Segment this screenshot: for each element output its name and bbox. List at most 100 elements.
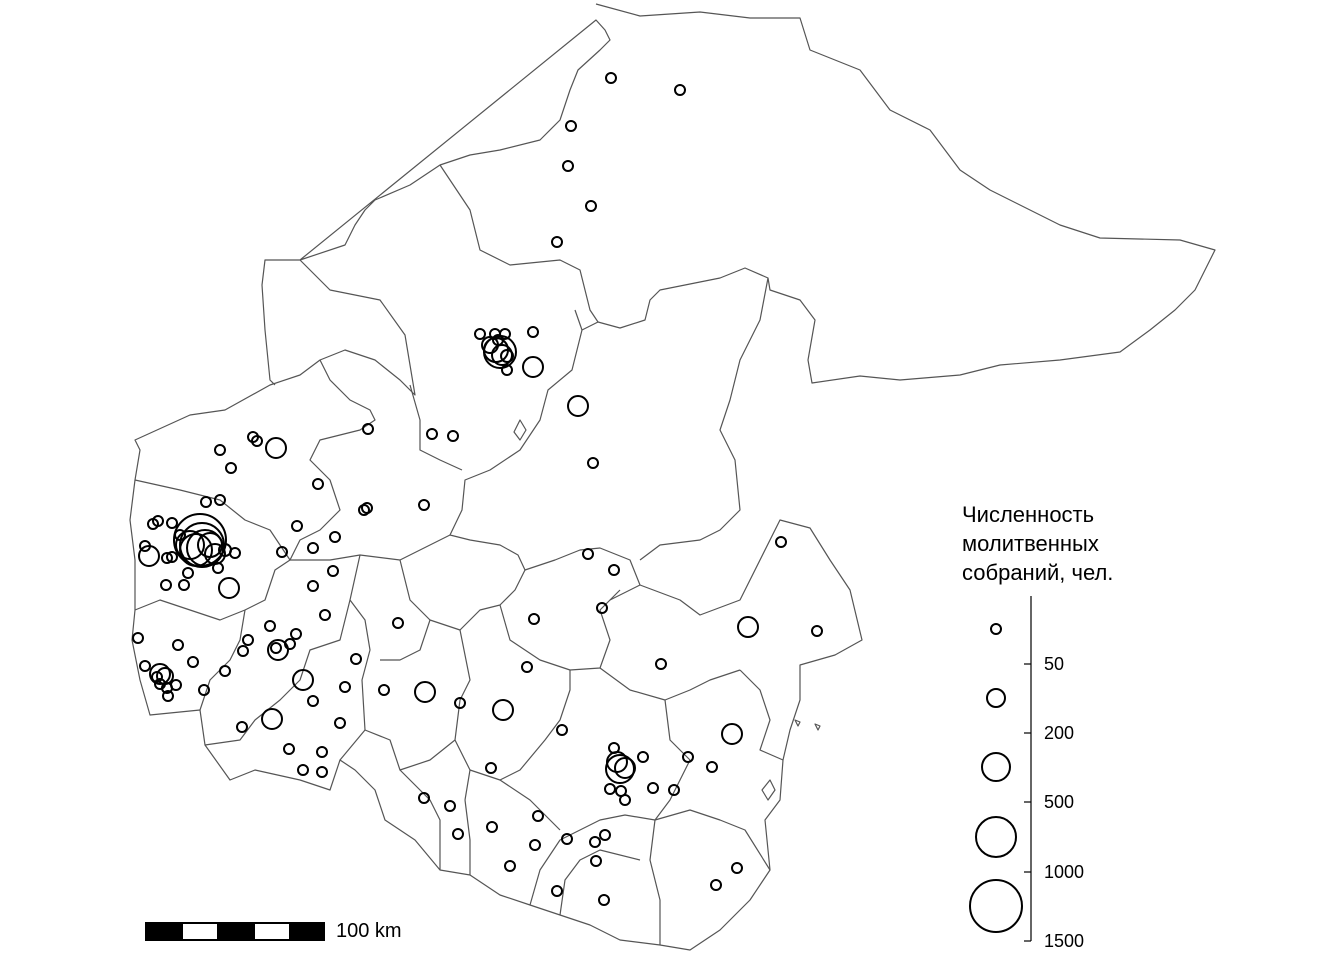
congregation-symbol: [527, 326, 539, 338]
congregation-symbol: [179, 533, 213, 567]
congregation-symbol: [599, 829, 611, 841]
congregation-symbol: [499, 328, 511, 340]
congregation-symbol: [418, 499, 430, 511]
congregation-symbol: [529, 839, 541, 851]
congregation-symbol: [214, 444, 226, 456]
district-boundaries: [129, 3, 1216, 951]
congregation-symbol: [132, 632, 144, 644]
congregation-symbol: [392, 617, 404, 629]
congregation-symbol: [161, 552, 173, 564]
congregation-symbol: [596, 602, 608, 614]
congregation-symbol: [214, 494, 226, 506]
congregation-symbol: [267, 639, 289, 661]
congregation-symbol: [350, 653, 362, 665]
congregation-symbol: [587, 457, 599, 469]
congregation-symbol: [229, 547, 241, 559]
congregation-symbol: [378, 684, 390, 696]
congregation-symbol: [327, 565, 339, 577]
congregation-symbol: [485, 762, 497, 774]
congregation-symbol: [486, 821, 498, 833]
congregation-symbol: [166, 551, 178, 563]
congregation-symbol: [775, 536, 787, 548]
congregation-symbol: [737, 616, 759, 638]
congregation-symbol: [655, 658, 667, 670]
congregation-symbol: [297, 764, 309, 776]
congregation-symbol: [292, 669, 314, 691]
congregation-symbol: [710, 879, 722, 891]
congregation-symbol: [212, 562, 224, 574]
legend-title-line: молитвенных: [962, 531, 1099, 556]
legend-symbol-50: [986, 688, 1006, 708]
legend-title-line: собраний, чел.: [962, 560, 1114, 585]
congregation-symbol: [811, 625, 823, 637]
congregation-symbol: [283, 743, 295, 755]
scale-segment: [253, 922, 291, 941]
congregation-symbol: [562, 160, 574, 172]
congregation-symbol: [619, 794, 631, 806]
congregation-symbol: [647, 782, 659, 794]
legend-symbol-500: [975, 816, 1017, 858]
congregation-symbol: [682, 751, 694, 763]
congregation-symbol: [521, 661, 533, 673]
congregation-symbol: [731, 862, 743, 874]
region-outline: [129, 3, 1216, 951]
congregation-symbol: [166, 517, 178, 529]
congregation-symbol: [316, 746, 328, 758]
congregation-symbol: [242, 634, 254, 646]
congregation-symbol: [418, 792, 430, 804]
congregation-symbol: [307, 542, 319, 554]
congregation-symbol: [200, 496, 212, 508]
congregation-symbol: [319, 609, 331, 621]
legend-symbol-200: [981, 752, 1011, 782]
congregation-symbol: [172, 639, 184, 651]
congregation-symbol: [444, 800, 456, 812]
legend-tick-label: 500: [1044, 792, 1075, 812]
congregation-symbol: [290, 628, 302, 640]
congregation-symbol: [590, 855, 602, 867]
congregation-symbol: [170, 679, 182, 691]
congregation-symbol: [160, 579, 172, 591]
congregation-symbol: [362, 423, 374, 435]
congregation-symbol: [339, 681, 351, 693]
congregation-symbol: [668, 784, 680, 796]
legend-tick-label: 1000: [1044, 862, 1085, 882]
congregation-symbol: [604, 783, 616, 795]
congregation-symbol: [138, 545, 160, 567]
legend-tick-label: 1500: [1044, 931, 1085, 951]
congregation-symbol: [261, 708, 283, 730]
congregation-symbol: [329, 531, 341, 543]
congregation-symbol: [251, 435, 263, 447]
congregation-symbol: [598, 894, 610, 906]
congregation-symbol: [674, 84, 686, 96]
congregation-symbol: [237, 645, 249, 657]
congregation-symbol: [139, 660, 151, 672]
legend-symbols: [969, 623, 1023, 933]
congregation-symbol: [358, 504, 370, 516]
congregation-symbol: [556, 724, 568, 736]
congregation-symbol: [265, 437, 287, 459]
congregation-symbol: [522, 356, 544, 378]
legend-symbol-1000: [969, 879, 1023, 933]
scale-segment: [181, 922, 219, 941]
congregation-symbol: [504, 860, 516, 872]
congregation-symbol: [149, 663, 171, 685]
legend-title-line: Численность: [962, 502, 1095, 527]
congregation-symbol: [152, 515, 164, 527]
congregation-symbol: [483, 335, 517, 369]
congregation-symbol: [589, 836, 601, 848]
congregation-symbol: [605, 72, 617, 84]
scale-segment: [217, 922, 255, 941]
congregation-symbol: [474, 328, 486, 340]
congregation-symbol: [426, 428, 438, 440]
legend-tick-label: 200: [1044, 723, 1075, 743]
congregation-symbol: [608, 564, 620, 576]
congregation-symbol: [452, 828, 464, 840]
congregation-symbol: [532, 810, 544, 822]
congregation-symbol: [500, 349, 514, 363]
congregation-symbol: [334, 717, 346, 729]
congregation-symbol: [307, 580, 319, 592]
congregation-symbol: [454, 697, 466, 709]
congregation-symbol: [614, 757, 636, 779]
congregation-symbol: [706, 761, 718, 773]
legend-title: Численность молитвенных собраний, чел.: [962, 500, 1113, 587]
